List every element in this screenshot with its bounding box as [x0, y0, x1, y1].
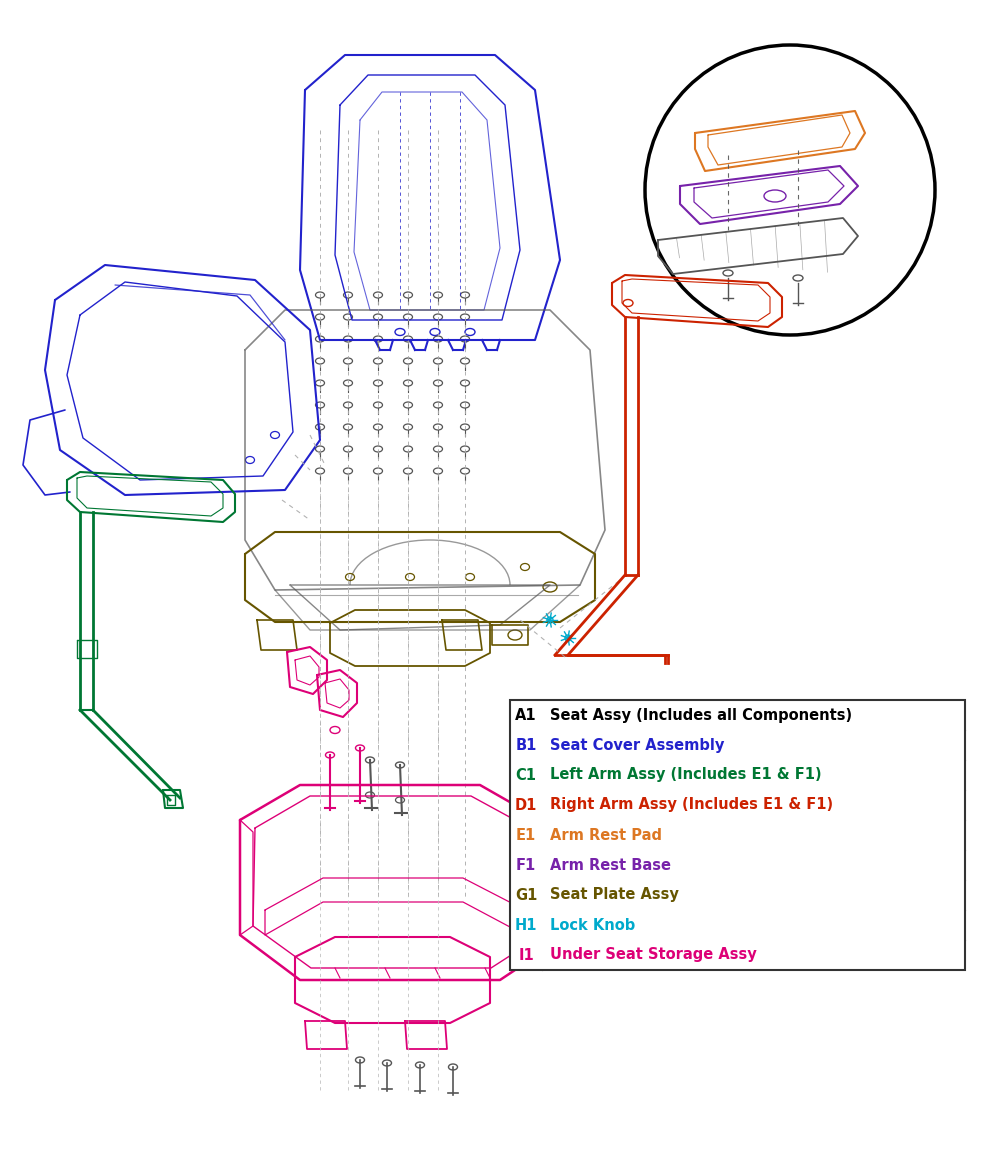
Text: Lock Knob: Lock Knob: [550, 918, 635, 932]
Text: Seat Plate Assy: Seat Plate Assy: [550, 888, 679, 903]
Text: Under Seat Storage Assy: Under Seat Storage Assy: [550, 947, 757, 963]
Text: Seat Assy (Includes all Components): Seat Assy (Includes all Components): [550, 708, 852, 722]
Text: Arm Rest Pad: Arm Rest Pad: [550, 828, 662, 843]
Text: I1: I1: [518, 947, 534, 963]
Text: F1: F1: [516, 857, 536, 872]
Text: Right Arm Assy (Includes E1 & F1): Right Arm Assy (Includes E1 & F1): [550, 797, 833, 812]
Text: Left Arm Assy (Includes E1 & F1): Left Arm Assy (Includes E1 & F1): [550, 768, 822, 783]
Text: Seat Cover Assembly: Seat Cover Assembly: [550, 737, 724, 753]
Text: B1: B1: [515, 737, 537, 753]
Text: C1: C1: [516, 768, 536, 783]
Text: Arm Rest Base: Arm Rest Base: [550, 857, 671, 872]
Text: A1: A1: [515, 708, 537, 722]
FancyBboxPatch shape: [510, 700, 965, 970]
Text: E1: E1: [516, 828, 536, 843]
Text: G1: G1: [515, 888, 537, 903]
Text: D1: D1: [515, 797, 537, 812]
Text: H1: H1: [515, 918, 537, 932]
